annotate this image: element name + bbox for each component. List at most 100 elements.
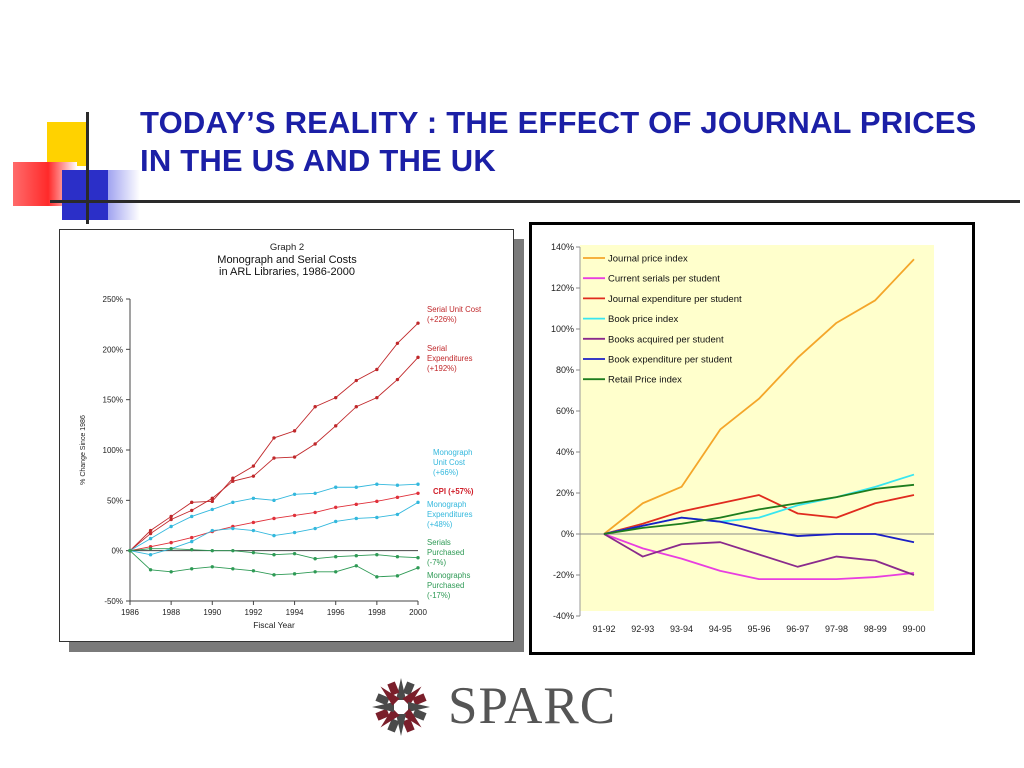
chart1-label-serial-expenditures: (+192%) [427,364,457,373]
chart1-subtitle-line: Monograph and Serial Costs [217,254,357,266]
chart1-data-point [272,456,276,460]
chart1-data-point [395,512,400,517]
chart1-data-point [231,567,235,571]
logo-petal-block [402,718,415,733]
chart1-data-point [375,499,379,504]
chart1-data-point [313,442,317,446]
chart1-y-tick-label: 150% [103,396,123,405]
chart1-data-point [375,367,379,372]
chart1-data-point [251,474,256,478]
chart1-data-point [169,514,173,519]
chart1-data-point [272,436,276,440]
chart2-y-tick-label: -20% [553,570,574,580]
chart1-label-monographs-purchased: Monographs [427,571,470,580]
chart1-data-point [334,570,338,574]
chart1-data-point [148,552,153,557]
chart1-data-point [334,424,338,428]
chart1-data-point [292,551,297,556]
chart2-legend-label: Book price index [608,314,678,325]
chart1-x-tick-label: 2000 [409,608,427,617]
chart1-label-serials-purchased: (-7%) [427,558,446,567]
chart1-data-point [313,510,317,515]
chart2-y-tick-label: 100% [551,324,574,334]
chart1-data-point [334,485,338,489]
chart1-data-point [190,547,194,552]
title-divider-line [50,200,1020,203]
chart1-data-point [395,574,400,578]
chart1-data-point [210,499,214,504]
slide-title: TODAY’S REALITY : THE EFFECT OF JOURNAL … [140,105,977,178]
chart2-panel: 140% 120% 100% 80% 60% 40% 20% 0% -20% -40% 91-92 9… [529,222,975,655]
chart1-data-point [148,536,153,541]
chart1-series-line [129,357,419,552]
chart1-label-monograph-unit-cost: Monograph [433,448,472,457]
chart1-data-point [334,519,338,524]
chart1-data-point [148,568,153,572]
sparc-logo-text: SPARC [448,677,617,735]
chart2-y-tick-label: 0% [561,529,574,539]
chart2-x-tick-label: 91-92 [592,624,615,634]
chart2-y-tick-label: -40% [553,611,574,621]
chart2-legend-label: Journal expenditure per student [608,294,742,305]
chart1-data-point [375,515,379,520]
chart1-x-tick-label: 1998 [368,608,386,617]
chart2-x-tick-label: 95-96 [747,624,770,634]
chart1-data-point [190,508,194,513]
chart1-data-point [148,528,153,533]
chart1-label-serial-unit-cost: Serial Unit Cost [427,305,482,314]
chart1-label-monograph-expenditures: Monograph [427,500,466,509]
chart1-data-point [231,500,235,505]
chart1-label-monograph-unit-cost: (+66%) [433,468,459,477]
chart1-data-point [292,429,297,433]
decor-blue-square [62,170,108,220]
chart1-subtitle-line: in ARL Libraries, 1986-2000 [219,266,355,278]
chart1-label-serials-purchased: Purchased [427,548,464,557]
chart1-title: Graph 2 [270,242,304,253]
chart2-legend-label: Books acquired per student [608,334,724,345]
chart2-series-line [603,483,915,535]
chart1-data-point [272,573,276,577]
chart1-data-point [251,550,256,555]
chart2-x-tick-label: 92-93 [631,624,654,634]
chart1-x-tick-label: 1996 [327,608,345,617]
chart2-legend-label: Book expenditure per student [608,355,732,366]
chart1-label-monograph-expenditures: Expenditures [427,510,473,519]
chart1-data-point [272,552,276,557]
logo-petal-block [375,693,390,706]
logo-petal [402,686,422,706]
chart1-data-point [395,495,400,500]
chart2-x-tick-label: 98-99 [864,624,887,634]
decor-vertical-line [86,112,89,224]
logo-petal-block [402,681,415,696]
chart1-data-point [210,548,214,553]
chart1-data-point [416,556,420,560]
chart1-panel: Graph 2 Monograph and Serial Costs in ARL … [59,229,514,642]
chart2-legend-label: Retail Price index [608,375,682,386]
chart1-data-point [292,530,297,535]
chart2-series-line [603,494,915,535]
chart1-data-point [354,564,358,568]
chart2-svg: 140% 120% 100% 80% 60% 40% 20% 0% -20% -40% 91-92 9… [551,242,934,634]
logo-petal-block [375,708,390,721]
chart1-data-point [251,569,256,573]
chart1-y-axis-label: % Change Since 1986 [80,415,87,485]
chart1-data-point [334,395,338,400]
logo-petal-block [387,681,400,696]
chart2-y-tick-label: 60% [556,406,574,416]
chart1-data-point [416,566,420,570]
chart1-label-cpi: CPI (+57%) [433,487,474,496]
chart1-x-tick-label: 1986 [121,608,139,617]
chart1-series-line [129,501,419,556]
chart1-y-tick-label: -50% [104,597,123,606]
chart1-label-serial-unit-cost: (+226%) [427,315,457,324]
chart1-data-point [169,546,173,551]
chart1-data-point [354,405,358,409]
chart1-data-point [375,575,379,579]
chart1-data-point [313,526,317,531]
chart1-label-serials-purchased: Serials [427,538,451,547]
chart1-x-tick-label: 1988 [162,608,180,617]
chart1-y-tick-label: 0% [111,547,123,556]
chart1-data-point [210,528,214,533]
chart2-legend-label: Current serials per student [608,274,720,285]
